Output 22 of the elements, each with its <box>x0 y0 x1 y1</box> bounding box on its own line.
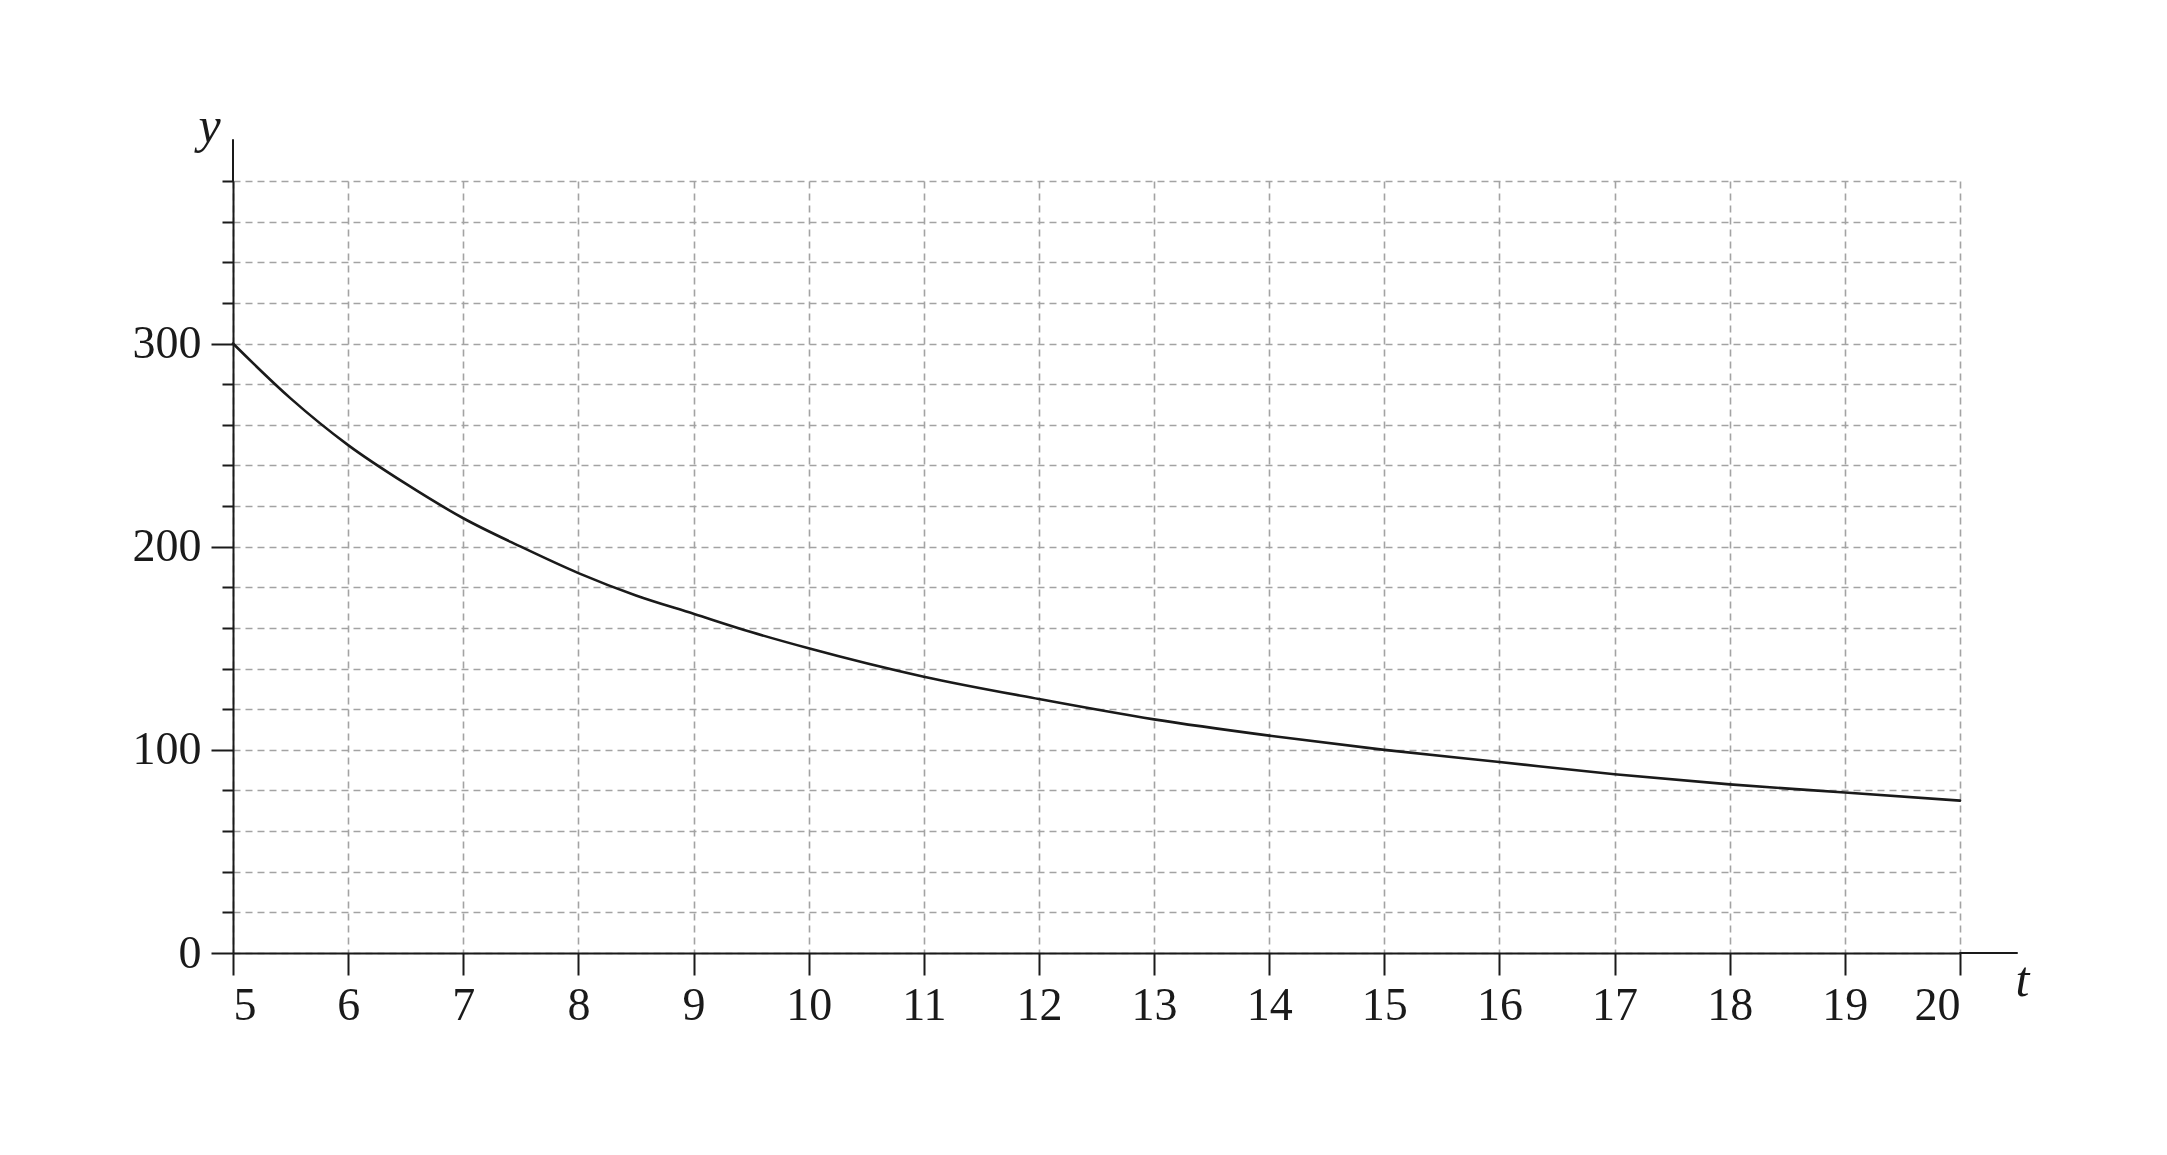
x-tick-label: 18 <box>1707 978 1754 1030</box>
y-axis-title: y <box>193 96 222 153</box>
x-tick-label: 17 <box>1592 978 1639 1030</box>
x-tick-label: 15 <box>1361 978 1408 1030</box>
x-tick-label: 19 <box>1822 978 1869 1030</box>
x-tick-label: 13 <box>1131 978 1178 1030</box>
y-tick-label: 0 <box>178 926 202 978</box>
x-tick-label: 6 <box>337 978 361 1030</box>
x-tick-label: 16 <box>1476 978 1523 1030</box>
x-axis-title: t <box>2015 950 2031 1007</box>
x-tick-label: 7 <box>452 978 476 1030</box>
x-tick-label: 9 <box>682 978 706 1030</box>
x-tick-label: 5 <box>233 978 257 1030</box>
x-tick-label: 8 <box>567 978 591 1030</box>
x-tick-label: 11 <box>902 978 947 1030</box>
y-tick-label: 300 <box>132 317 202 369</box>
x-tick-label: 14 <box>1246 978 1293 1030</box>
x-tick-label: 12 <box>1016 978 1063 1030</box>
y-tick-label: 100 <box>132 723 202 775</box>
x-tick-label: 10 <box>786 978 833 1030</box>
y-tick-label: 200 <box>132 520 202 572</box>
x-tick-label: 20 <box>1914 978 1961 1030</box>
